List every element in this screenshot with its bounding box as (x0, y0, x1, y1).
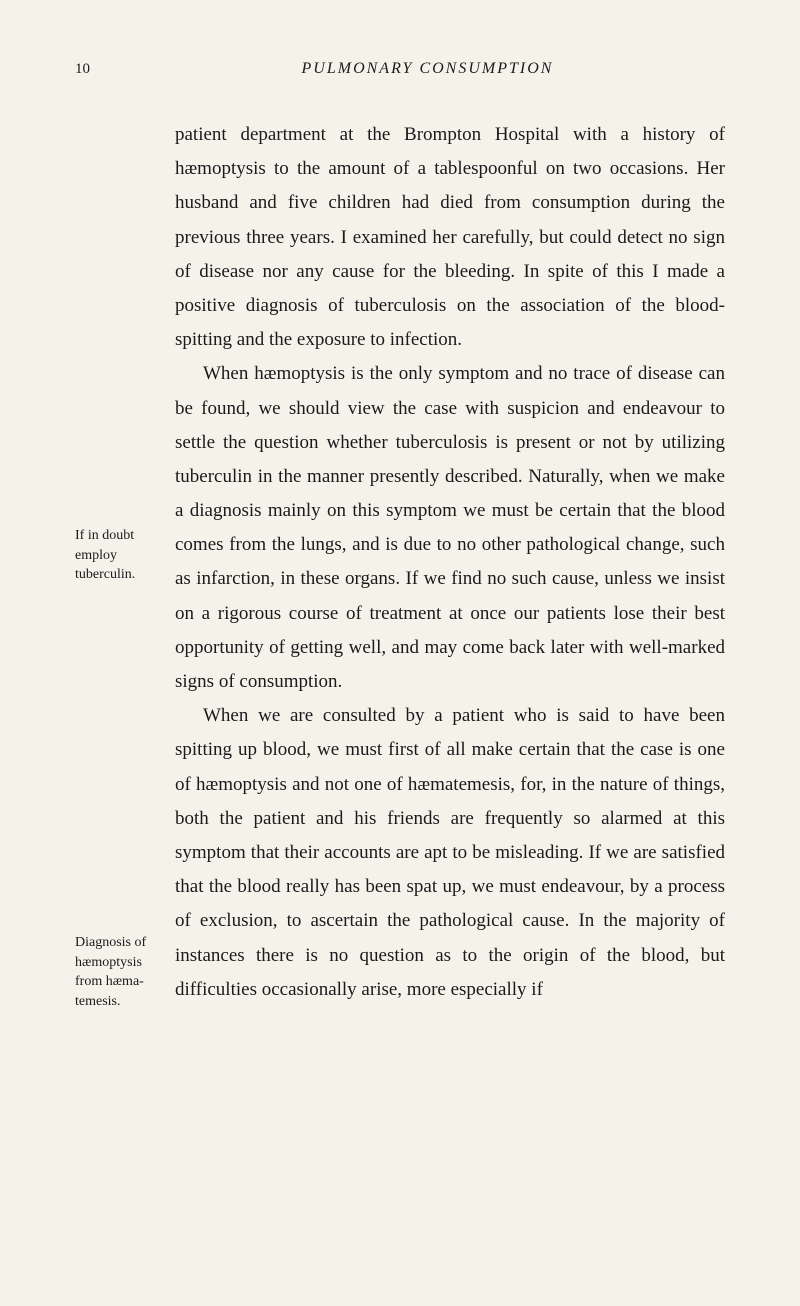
running-title: PULMONARY CONSUMPTION (130, 60, 725, 78)
paragraph-2: When hæmoptysis is the only symptom and … (175, 357, 725, 699)
body-text: patient department at the Brompton Hospi… (175, 118, 725, 1007)
page-header: 10 PULMONARY CONSUMPTION (75, 60, 725, 78)
document-page: 10 PULMONARY CONSUMPTION If in doubt emp… (0, 0, 800, 1306)
page-number: 10 (75, 61, 90, 78)
paragraph-3: When we are consulted by a patient who i… (175, 699, 725, 1007)
paragraph-1: patient department at the Brompton Hospi… (175, 118, 725, 357)
margin-note-tuberculin: If in doubt employ tuberculin. (75, 526, 165, 585)
content-area: If in doubt employ tuberculin. Diagnosis… (75, 118, 725, 1007)
margin-note-diagnosis: Diagnosis of hæmoptysis from hæma­temesi… (75, 933, 165, 1011)
